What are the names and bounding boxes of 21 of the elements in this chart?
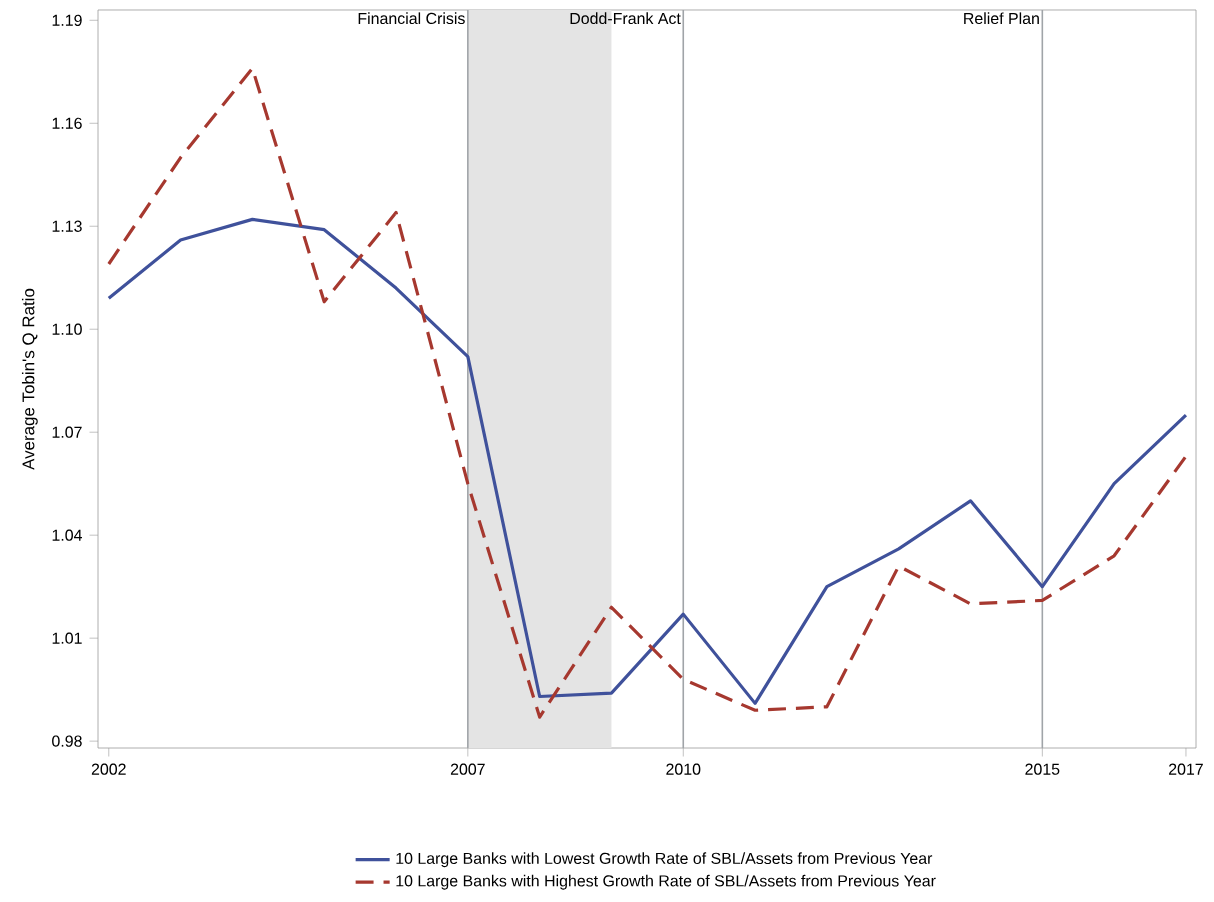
y-tick-label: 1.16 [52, 117, 82, 129]
x-tick-label: 2002 [91, 763, 126, 775]
legend-label: 10 Large Banks with Highest Growth Rate of SBL/Assets from Previous Year [396, 874, 936, 890]
x-tick-label: 2017 [1169, 763, 1203, 775]
line-series [107, 66, 1188, 719]
y-tick-label: 0.98 [52, 735, 82, 747]
y-tick-label: 1.01 [52, 632, 82, 644]
y-tick-label: 1.10 [52, 323, 82, 335]
ref-line-label: Relief Plan [964, 12, 1039, 25]
legend-label: 10 Large Banks with Lowest Growth Rate of SBL/Assets from Previous Year [396, 852, 933, 868]
ref-line-label: Financial Crisis [358, 12, 465, 25]
ref-line-label: Dodd-Frank Act [570, 12, 681, 25]
y-tick-label: 1.13 [52, 220, 82, 232]
y-tick-label: 1.19 [52, 14, 82, 26]
x-tick-label: 2015 [1025, 763, 1060, 775]
y-axis-title: Average Tobin's Q Ratio [21, 288, 38, 470]
x-tick-label: 2007 [450, 763, 485, 775]
line-series [107, 217, 1188, 705]
x-tick-label: 2010 [666, 763, 701, 775]
y-tick-label: 1.07 [52, 426, 82, 438]
y-tick-label: 1.04 [52, 529, 83, 541]
